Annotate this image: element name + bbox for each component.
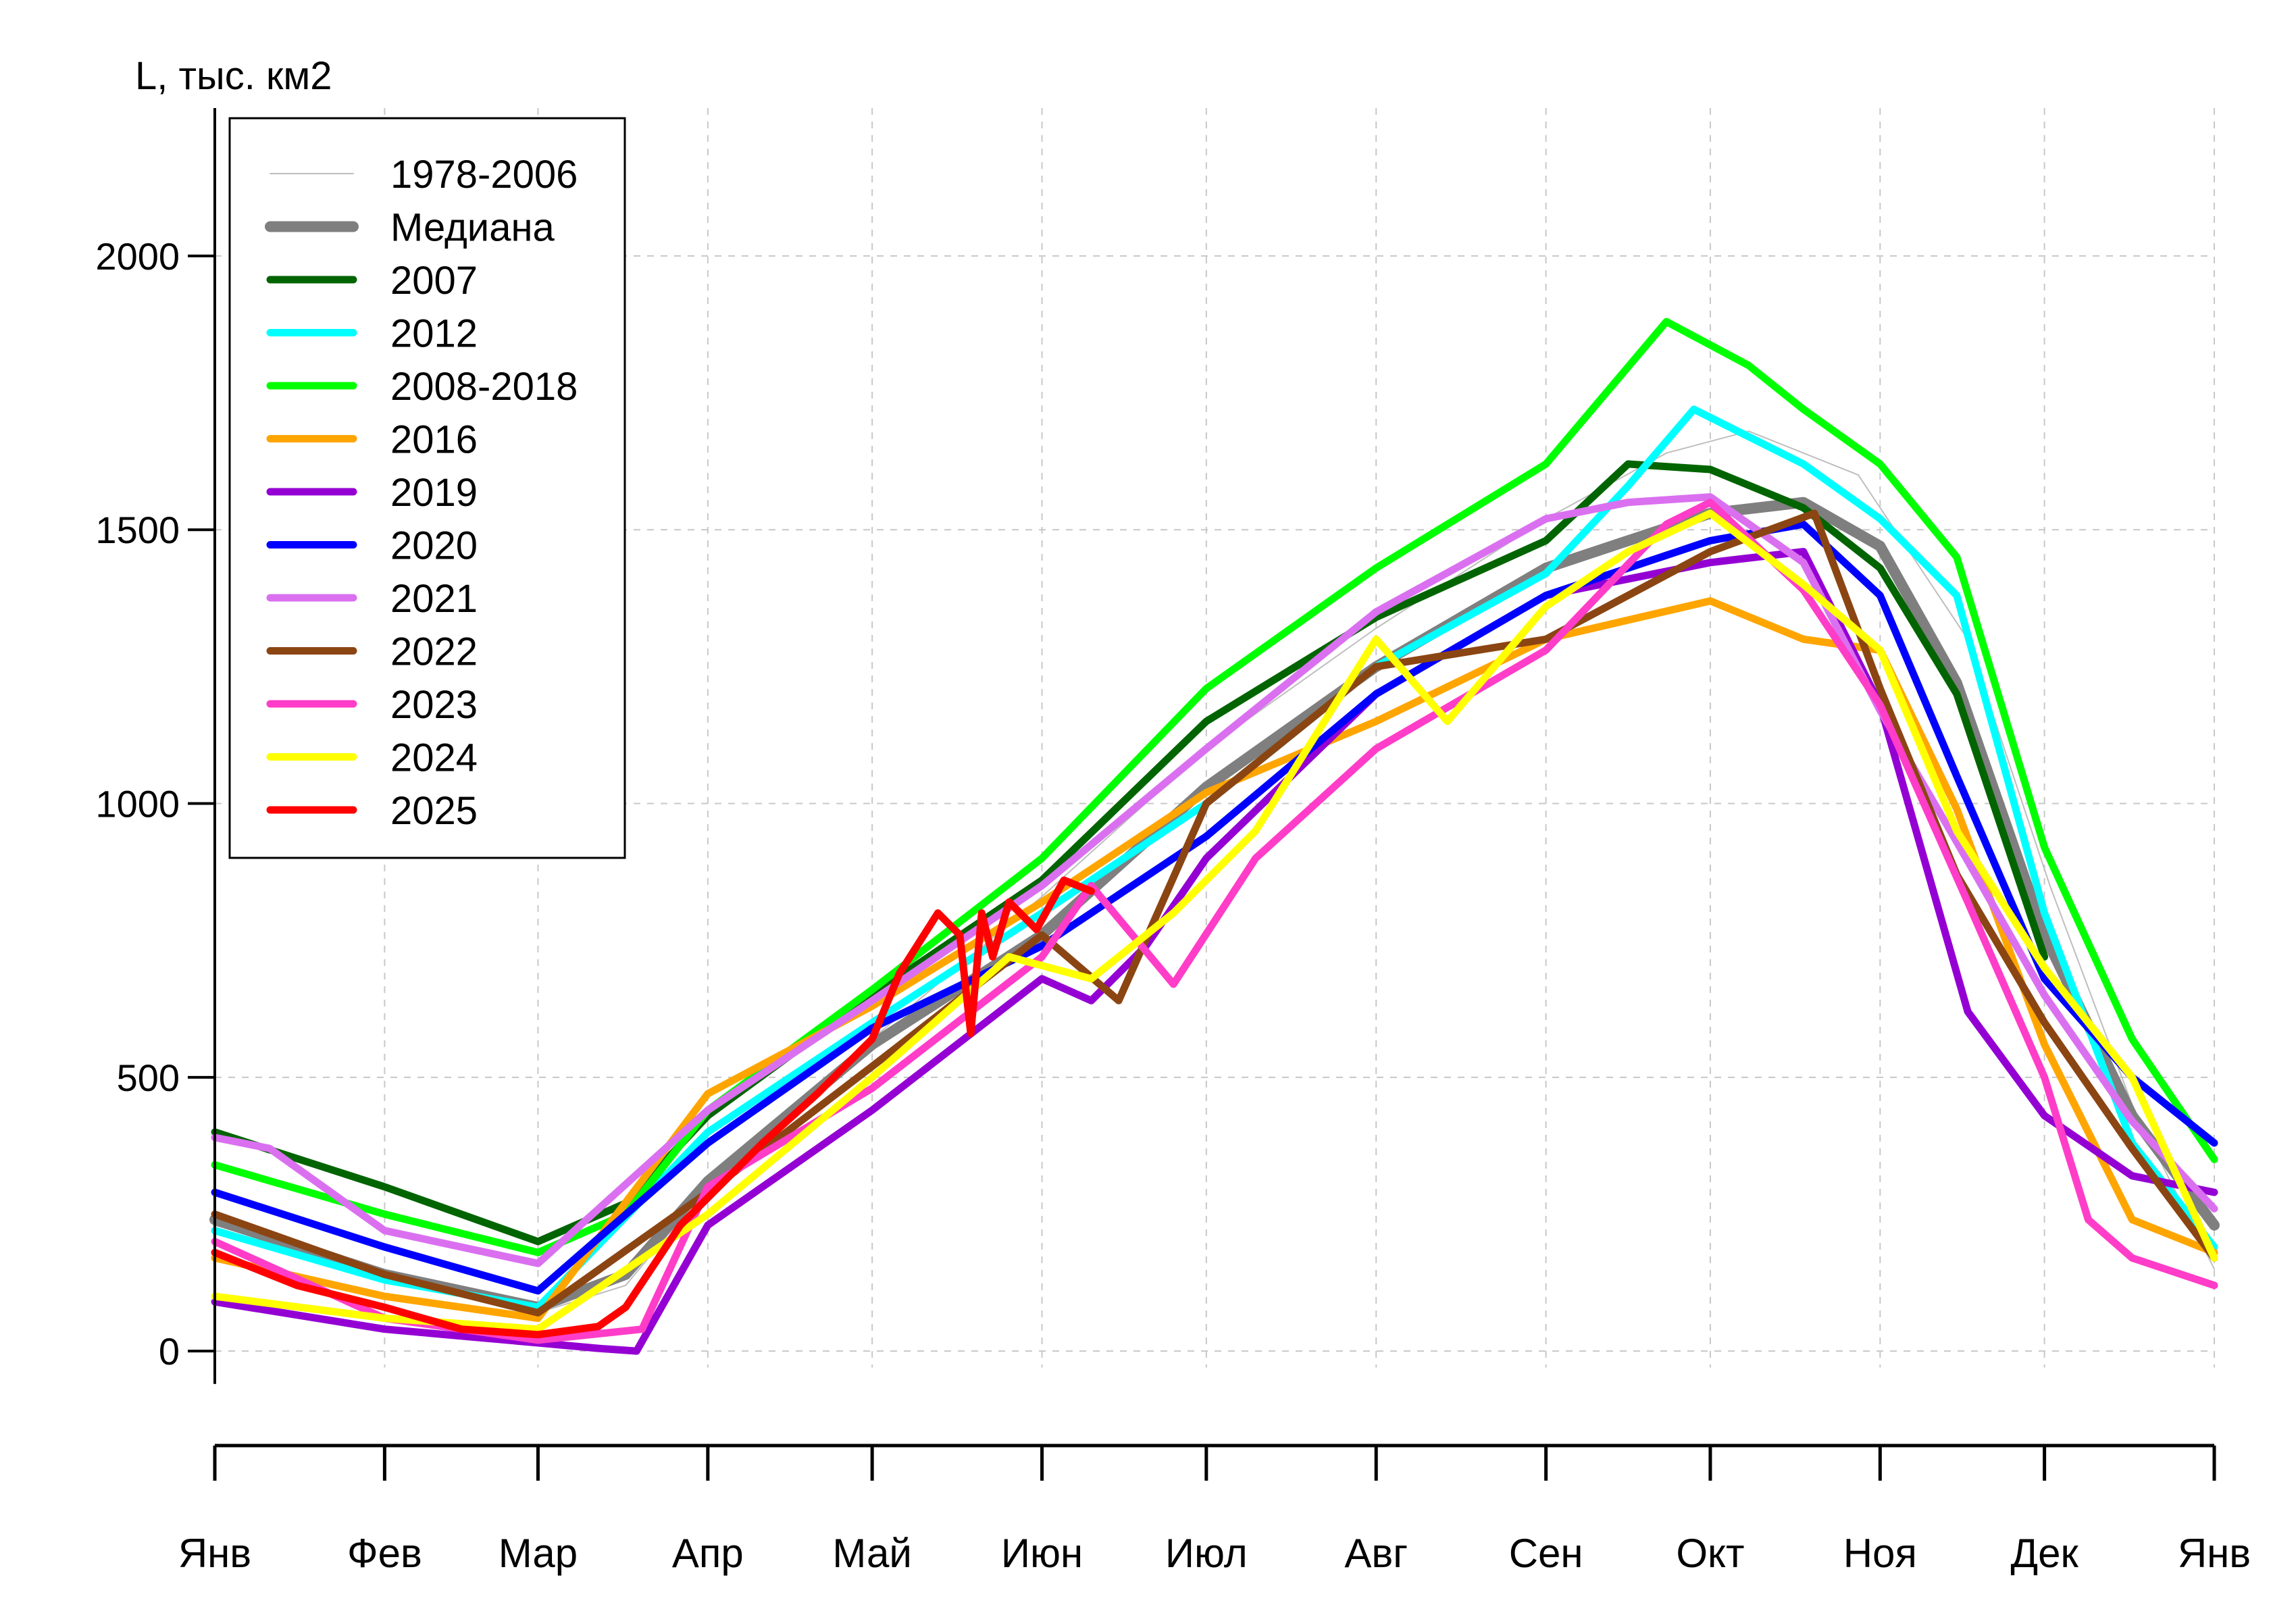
- axes: 0 500 1000 1500 2000 Янв Фев Мар Апр Май Июн Июл Авг…: [95, 108, 2251, 1576]
- series-line-7: [211, 520, 2218, 1295]
- legend-label: 1978-2006: [390, 153, 578, 197]
- legend-label: 2007: [390, 259, 478, 303]
- x-tick-label: Мар: [499, 1531, 578, 1576]
- series-line-6: [211, 548, 2218, 1355]
- y-tick-label: 1500: [95, 509, 180, 551]
- legend-label: 2022: [390, 630, 478, 674]
- y-tick-label: 500: [117, 1056, 180, 1099]
- x-tick-label: Дек: [2010, 1531, 2078, 1576]
- legend-label: 2020: [390, 524, 478, 568]
- series-line-8: [211, 493, 2218, 1267]
- x-tick-label: Июл: [1165, 1531, 1248, 1576]
- x-tick-label: Янв: [2178, 1531, 2251, 1576]
- x-tick-label: Окт: [1676, 1531, 1744, 1576]
- x-tick-label: Фев: [347, 1531, 422, 1576]
- y-tick-label: 1000: [95, 783, 180, 825]
- x-tick-label: Июн: [1001, 1531, 1083, 1576]
- legend-label: Медиана: [390, 206, 555, 250]
- legend-label: 2023: [390, 683, 478, 727]
- legend-label: 2008-2018: [390, 365, 578, 409]
- legend-label: 2024: [390, 736, 478, 780]
- x-tick-label: Апр: [672, 1531, 744, 1576]
- y-axis-label: L, тыс. км2: [135, 54, 332, 98]
- x-tick-label: Ноя: [1843, 1531, 1917, 1576]
- legend: 1978-2006 Медиана 2007 2012 2008-2018 2016 201…: [228, 117, 626, 859]
- y-tick-label: 0: [159, 1330, 180, 1373]
- x-tick-label: Май: [832, 1531, 912, 1576]
- grid: [214, 108, 2215, 1368]
- series-line-11: [211, 509, 2218, 1333]
- x-tick-label: Сен: [1509, 1531, 1583, 1576]
- x-tick-label: Янв: [178, 1531, 251, 1576]
- legend-label: 2021: [390, 577, 478, 621]
- series-layer: [209, 317, 2220, 1355]
- y-tick-label: 2000: [95, 235, 180, 278]
- series-line-9: [211, 509, 2218, 1317]
- series-line-10: [211, 499, 2218, 1344]
- series-line-12: [211, 876, 1095, 1339]
- legend-label: 2012: [390, 312, 478, 356]
- legend-label: 2016: [390, 418, 478, 462]
- x-tick-label: Авг: [1344, 1531, 1408, 1576]
- series-line-5: [211, 597, 2218, 1322]
- legend-label: 2025: [390, 789, 478, 833]
- legend-label: 2019: [390, 471, 478, 515]
